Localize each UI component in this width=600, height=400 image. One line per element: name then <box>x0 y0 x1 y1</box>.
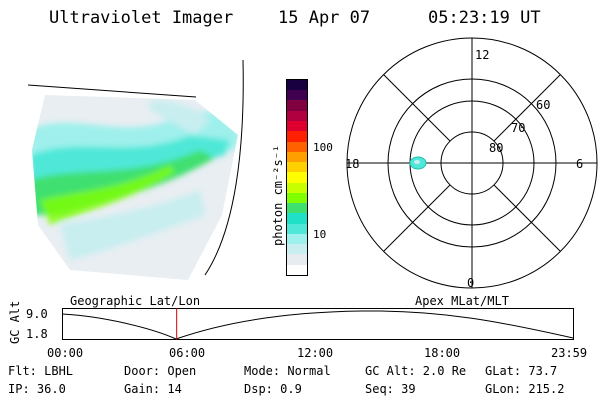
instrument-title: Ultraviolet Imager <box>49 8 234 28</box>
aurora-spot-core <box>414 160 420 164</box>
glon-value: GLon: 215.2 <box>485 382 565 396</box>
colorbar-segment <box>287 182 307 193</box>
colorbar-segment <box>287 172 307 183</box>
mlt-label-right: 6 <box>576 157 583 171</box>
altitude-timeline[interactable] <box>62 308 574 340</box>
colorbar-segment <box>287 162 307 173</box>
polar-diagonal-4 <box>383 184 451 252</box>
colorbar-segment <box>287 141 307 152</box>
mlt-label-top: 12 <box>475 48 489 62</box>
dsp-value: Dsp: 0.9 <box>244 382 302 396</box>
polar-diagonal-2 <box>493 184 561 252</box>
aurora-image <box>32 95 238 280</box>
tick-1200: 12:00 <box>297 346 334 360</box>
colorbar-segment <box>287 264 307 275</box>
colorbar-segment <box>287 131 307 142</box>
colorbar-segment <box>287 203 307 214</box>
gc-alt-value: GC Alt: 2.0 Re <box>365 364 467 378</box>
colorbar-tick-100: 100 <box>313 141 333 154</box>
glat-value: GLat: 73.7 <box>485 364 558 378</box>
colorbar-segment <box>287 90 307 101</box>
tick-2359: 23:59 <box>551 346 588 360</box>
seq-value: Seq: 39 <box>365 382 416 396</box>
mode-value: Mode: Normal <box>244 364 331 378</box>
colorbar-tick-10: 10 <box>313 228 327 241</box>
colorbar-unit-label: photon cm⁻²s⁻¹ <box>271 76 285 246</box>
polar-plot: 12 0 18 6 60 70 80 <box>345 37 598 290</box>
lat-label-60: 60 <box>536 98 550 112</box>
colorbar-segment <box>287 110 307 122</box>
colorbar-segment <box>287 100 307 111</box>
colorbar-segment <box>287 254 307 265</box>
uv-image-panel <box>27 59 244 280</box>
timeline-axis-label: GC Alt <box>8 300 22 344</box>
timeline-left-label: Geographic Lat/Lon <box>70 294 201 308</box>
tick-0000: 00:00 <box>47 346 84 360</box>
flt-value: Flt: LBHL <box>8 364 74 378</box>
timeline-ymin: 1.8 <box>26 327 48 341</box>
colorbar-segment <box>287 223 307 234</box>
gain-value: Gain: 14 <box>124 382 182 396</box>
mlt-label-bottom: 0 <box>467 276 474 290</box>
colorbar-segment <box>287 233 307 245</box>
colorbar-segment <box>287 151 307 163</box>
mlt-label-left: 18 <box>345 157 359 171</box>
tick-0600: 06:00 <box>169 346 206 360</box>
colorbar-segment <box>287 244 307 255</box>
timeline-ymax: 9.0 <box>26 307 48 321</box>
colorbar-unit-text: photon cm⁻²s⁻¹ <box>271 144 285 246</box>
timeline-frame <box>62 308 574 340</box>
lat-label-70: 70 <box>511 121 525 135</box>
timeline-right-label: Apex MLat/MLT <box>415 294 509 308</box>
ip-value: IP: 36.0 <box>8 382 66 396</box>
limb-line <box>27 84 197 98</box>
colorbar-segment <box>287 213 307 224</box>
tick-1800: 18:00 <box>424 346 461 360</box>
time-label: 05:23:19 UT <box>428 8 541 28</box>
terminator-curve <box>204 59 244 276</box>
colorbar-segment <box>287 192 307 204</box>
lat-label-80: 80 <box>489 141 503 155</box>
door-value: Door: Open <box>124 364 197 378</box>
altitude-curve <box>62 310 574 340</box>
colorbar <box>286 79 308 276</box>
date-label: 15 Apr 07 <box>278 8 371 28</box>
colorbar-segment <box>287 121 307 132</box>
colorbar-segment <box>287 79 307 91</box>
polar-diagonal-3 <box>493 74 561 142</box>
polar-diagonal-1 <box>383 74 451 142</box>
